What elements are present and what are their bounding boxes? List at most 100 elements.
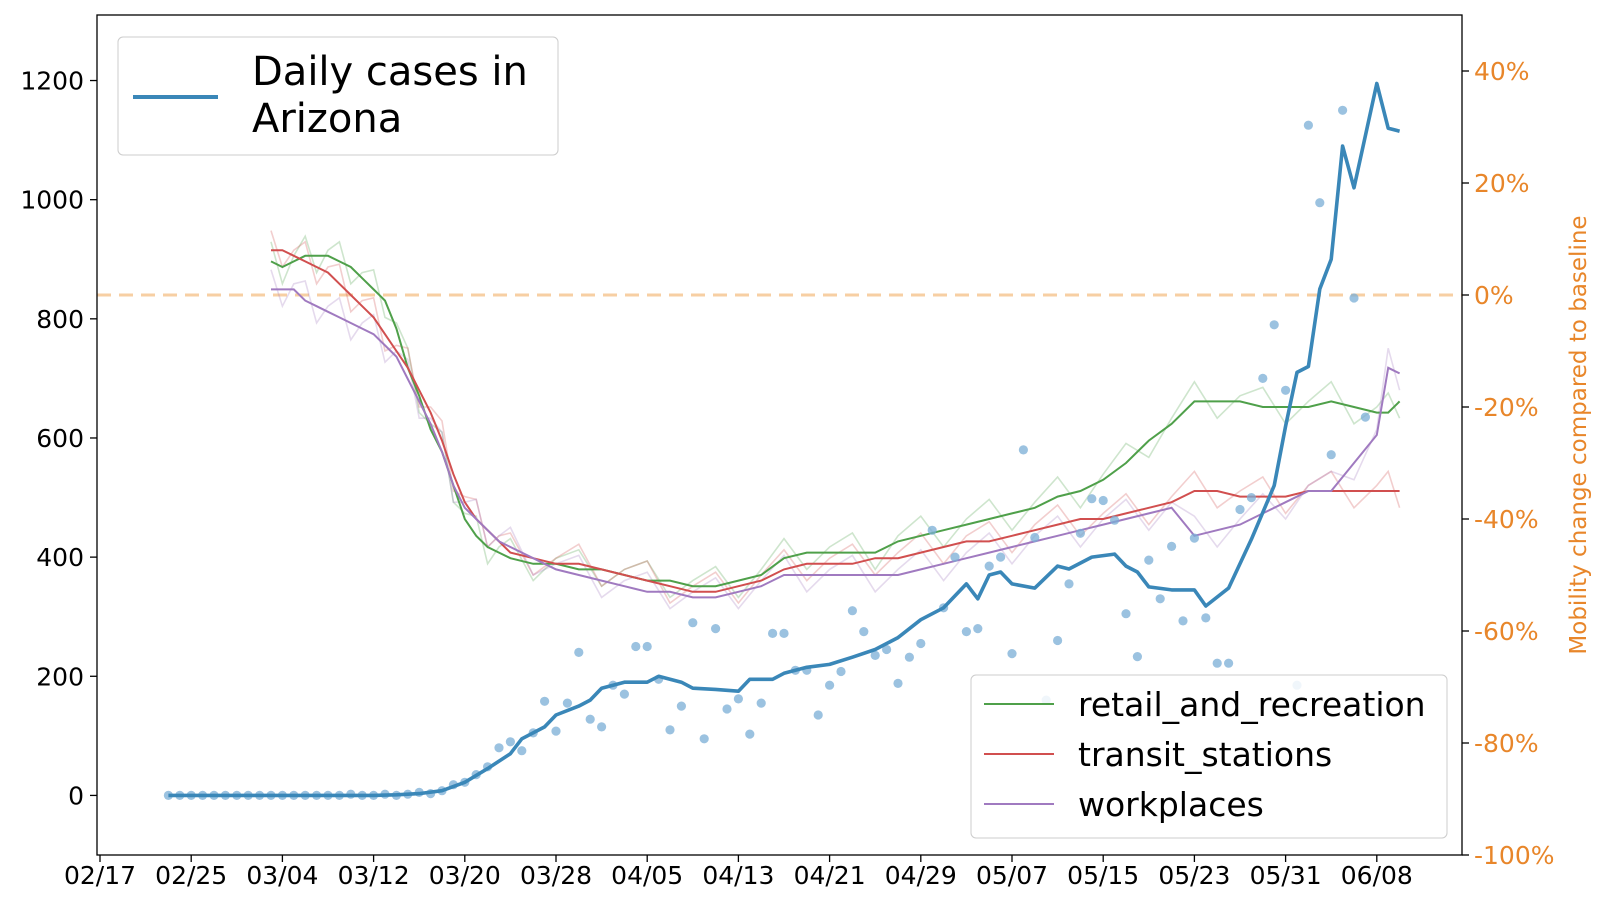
y-left-tick-label-6: 1200 (20, 67, 84, 96)
case-point-62 (870, 650, 880, 661)
case-point-41 (631, 641, 641, 652)
case-point-59 (836, 666, 846, 677)
case-point-93 (1224, 658, 1234, 668)
case-point-60 (847, 606, 858, 616)
case-point-90 (1189, 533, 1199, 543)
case-point-40 (619, 689, 630, 699)
case-point-104 (1349, 293, 1359, 303)
case-point-96 (1258, 373, 1268, 383)
series-raw-transit_stations (270, 230, 1401, 605)
case-point-31 (517, 746, 527, 756)
x-tick-label-7: 04/13 (702, 861, 774, 890)
case-point-86 (1144, 555, 1154, 565)
case-point-92 (1212, 658, 1222, 668)
right-axis-title: Mobility change compared to baseline (1566, 215, 1592, 654)
legend-cases-label-line1: Daily cases in (252, 49, 528, 95)
case-point-65 (904, 652, 915, 662)
case-point-57 (813, 710, 823, 720)
case-point-76 (1030, 532, 1040, 543)
case-point-52 (756, 698, 766, 708)
y-right-tick-label-5: 0% (1474, 281, 1514, 310)
case-point-97 (1269, 320, 1279, 330)
case-point-73 (996, 552, 1006, 562)
case-point-85 (1132, 652, 1142, 662)
case-point-50 (733, 694, 744, 704)
legend-label-workplaces: workplaces (1078, 785, 1264, 824)
legend-label-transit: transit_stations (1078, 735, 1332, 774)
x-tick-label-4: 03/20 (429, 861, 501, 890)
y-left-tick-label-3: 600 (36, 424, 84, 453)
series-line-cases (168, 81, 1401, 798)
x-tick-label-6: 04/05 (611, 861, 683, 890)
x-tick-label-1: 02/25 (155, 861, 227, 890)
y-left-tick-label-1: 200 (36, 662, 84, 691)
case-point-66 (916, 638, 926, 649)
case-point-95 (1246, 493, 1256, 503)
case-point-72 (984, 561, 994, 571)
case-point-103 (1338, 105, 1348, 115)
series-raw-workplaces (270, 269, 1401, 610)
case-point-37 (585, 714, 595, 724)
case-point-105 (1360, 412, 1370, 422)
case-point-81 (1087, 494, 1097, 504)
case-point-87 (1155, 594, 1165, 604)
case-point-58 (825, 680, 835, 690)
legend-cases-box (117, 36, 559, 156)
case-point-98 (1281, 385, 1291, 395)
x-tick-label-13: 05/31 (1250, 861, 1322, 890)
case-point-63 (882, 644, 892, 655)
case-point-70 (961, 627, 972, 637)
y-right-tick-label-6: 20% (1474, 169, 1530, 198)
legend-cases: Daily cases in Arizona (117, 36, 559, 156)
case-point-34 (551, 726, 561, 736)
y-left-tick-label-4: 800 (36, 305, 84, 334)
y-right-tick-label-0: -100% (1474, 841, 1555, 870)
case-point-53 (768, 628, 778, 639)
case-point-89 (1178, 616, 1188, 626)
series-line-workplaces (271, 288, 1401, 599)
series-line-transit_stations (271, 249, 1400, 593)
case-point-45 (676, 701, 687, 711)
case-point-94 (1235, 504, 1245, 515)
case-point-35 (562, 698, 573, 708)
case-point-74 (1007, 649, 1017, 659)
case-point-48 (711, 624, 721, 634)
series-raw-retail_and_recreation (270, 234, 1401, 599)
case-point-36 (574, 647, 584, 658)
series-line-retail_and_recreation (270, 254, 1401, 588)
y-right-tick-label-3: -40% (1474, 505, 1539, 534)
case-point-51 (745, 729, 755, 739)
case-point-38 (597, 722, 607, 732)
x-tick-label-0: 02/17 (64, 861, 136, 890)
case-point-30 (505, 737, 515, 747)
y-right-tick-label-1: -80% (1474, 729, 1539, 758)
legend-cases-label-line2: Arizona (252, 96, 402, 142)
case-point-49 (722, 704, 732, 714)
x-tick-label-14: 06/08 (1341, 861, 1413, 890)
case-point-88 (1167, 541, 1177, 552)
case-point-83 (1110, 515, 1120, 525)
case-point-47 (699, 734, 709, 744)
case-point-75 (1018, 445, 1028, 455)
plot-frame (96, 14, 1463, 856)
y-left-tick-label-0: 0 (68, 781, 84, 810)
x-tick-label-10: 05/07 (976, 861, 1048, 890)
case-point-102 (1326, 450, 1336, 460)
y-right-tick-label-2: -60% (1474, 617, 1539, 646)
case-point-61 (859, 627, 869, 637)
case-point-54 (779, 628, 789, 639)
x-tick-label-12: 05/23 (1158, 861, 1230, 890)
x-tick-label-8: 04/21 (794, 861, 866, 890)
case-point-46 (688, 618, 698, 628)
case-point-42 (642, 641, 652, 652)
y-right-tick-label-7: 40% (1474, 57, 1530, 86)
x-tick-label-3: 03/12 (338, 861, 410, 890)
case-point-64 (893, 678, 903, 689)
case-point-79 (1064, 579, 1074, 589)
x-tick-label-11: 05/15 (1067, 861, 1139, 890)
legend-mobility: retail_and_recreation transit_stations w… (970, 674, 1448, 839)
case-point-91 (1201, 613, 1211, 623)
case-point-82 (1098, 495, 1108, 506)
x-tick-label-2: 03/04 (246, 861, 318, 890)
